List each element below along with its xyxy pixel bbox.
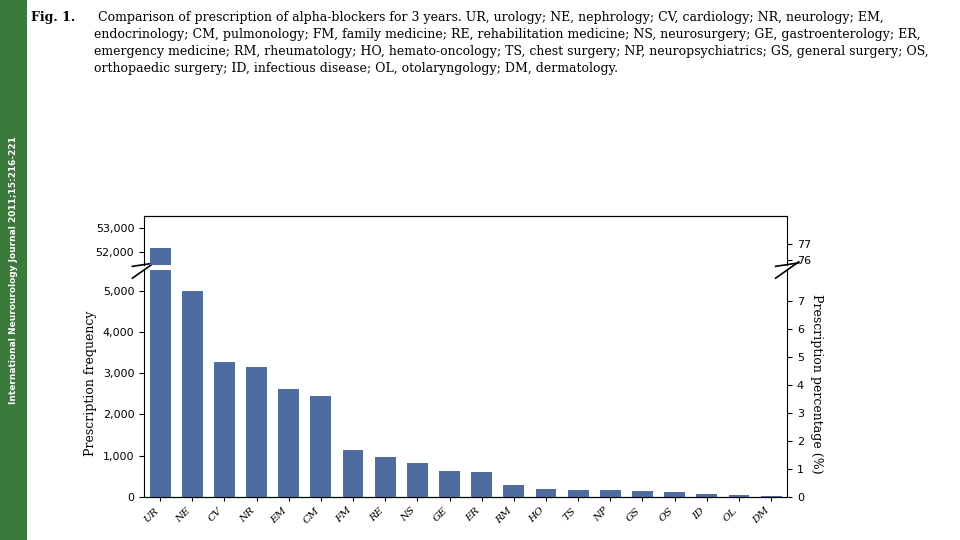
Bar (632, 491, 653, 497)
Bar (471, 472, 492, 497)
Y-axis label: Prescription frequency: Prescription frequency (84, 310, 97, 456)
Text: International Neurourology Journal 2011;15:216-221: International Neurourology Journal 2011;… (9, 136, 18, 404)
Bar (729, 495, 750, 497)
Bar (760, 496, 781, 497)
Bar (439, 471, 460, 497)
Text: Comparison of prescription of alpha-blockers for 3 years. UR, urology; NE, nephr: Comparison of prescription of alpha-bloc… (94, 11, 928, 75)
Bar (150, 247, 171, 540)
Bar (246, 367, 267, 497)
Bar (181, 291, 203, 497)
Bar (150, 0, 171, 497)
Bar (343, 450, 364, 497)
Y-axis label: Prescription percentage (%): Prescription percentage (%) (810, 294, 824, 473)
Bar (214, 362, 235, 497)
Bar (567, 490, 588, 497)
Bar (696, 494, 717, 497)
Bar (503, 485, 524, 497)
Text: Fig. 1.: Fig. 1. (31, 11, 75, 24)
Bar (600, 490, 621, 497)
Bar (278, 389, 300, 497)
Bar (664, 492, 685, 497)
Bar (407, 463, 428, 497)
Bar (310, 396, 331, 497)
Bar (536, 489, 557, 497)
Bar (374, 457, 396, 497)
